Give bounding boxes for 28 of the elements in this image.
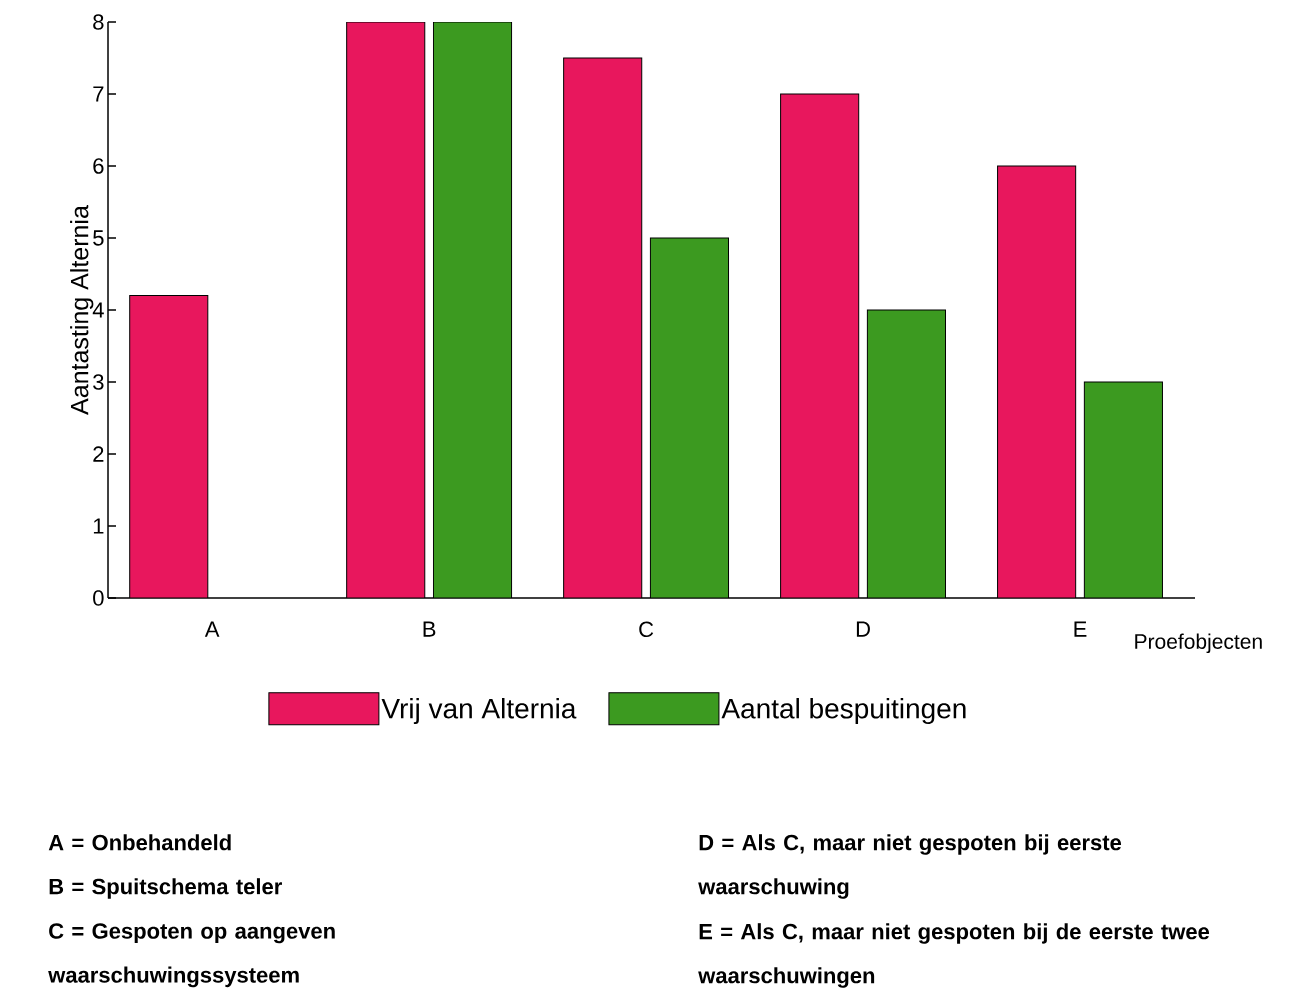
text: C = Gespoten op aangeven waarschuwingssysteem — [48, 923, 335, 988]
y-tick-label: 2 — [93, 446, 104, 462]
y-tick-label: 5 — [93, 230, 104, 246]
x-tick-label: E — [1074, 621, 1087, 637]
text: E = Als C, maar niet gespoten bij de eerste twee waarschuwingen — [698, 923, 1210, 988]
x-tick-label: C — [639, 621, 654, 638]
bar — [346, 22, 426, 598]
x-axis-title: Proefobjecten — [1135, 633, 1262, 654]
text: B = Spuitschema teler — [49, 878, 282, 899]
legend-label: Vrij van Alternia — [381, 697, 577, 725]
x-tick-label: D — [856, 621, 870, 637]
text: A = Onbehandeld — [48, 834, 231, 851]
x-tick-label: A — [204, 621, 220, 637]
legend-label: Aantal bespuitingen — [721, 697, 966, 725]
y-tick-label: 6 — [93, 158, 104, 174]
bar — [780, 93, 860, 598]
bar — [997, 165, 1077, 598]
y-axis-title: Aantasting Alternia — [70, 205, 94, 415]
bar — [129, 295, 209, 598]
y-tick-label: 0 — [93, 590, 104, 606]
y-tick-label: 1 — [93, 518, 104, 534]
y-tick-label: 3 — [93, 374, 104, 390]
bar — [563, 57, 643, 598]
y-tick-label: 4 — [92, 302, 104, 318]
y-tick-label: 7 — [93, 86, 104, 102]
x-tick-label: B — [423, 621, 436, 637]
text: D = Als C, maar niet gespoten bij eerste waarschuwing — [698, 834, 1122, 899]
y-tick-label: 8 — [93, 14, 104, 30]
